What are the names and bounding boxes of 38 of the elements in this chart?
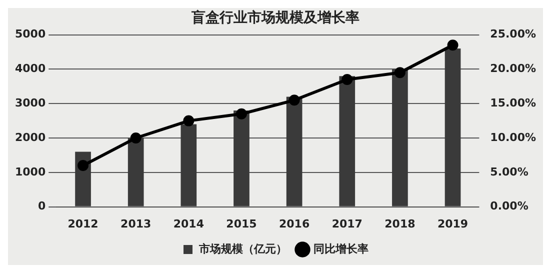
- point: [447, 40, 458, 51]
- y-tick-label: 2000: [14, 130, 46, 144]
- x-tick-label: 2019: [437, 217, 468, 230]
- y2-tick-label: 15.00%: [490, 96, 536, 110]
- legend-label: 市场规模（亿元）: [198, 242, 287, 256]
- x-tick-label: 2014: [173, 217, 204, 230]
- legend-label: 同比增长率: [314, 242, 368, 256]
- y2-tick-label: 25.00%: [490, 28, 536, 41]
- y-tick-label: 0: [38, 200, 46, 213]
- bar: [286, 96, 302, 206]
- point: [183, 115, 194, 126]
- bar: [180, 124, 197, 206]
- y2-tick-label: 10.00%: [490, 130, 536, 144]
- chart-title: 盲盒行业市场规模及增长率: [190, 9, 360, 26]
- point: [236, 108, 247, 120]
- x-tick-label: 2015: [226, 217, 257, 230]
- y2-tick-label: 20.00%: [490, 62, 536, 76]
- point: [130, 132, 142, 144]
- point: [78, 160, 89, 172]
- x-tick-label: 2012: [68, 217, 98, 230]
- bar: [444, 48, 461, 206]
- y-tick-label: 3000: [14, 96, 46, 110]
- bar: [234, 110, 250, 206]
- y-tick-label: 1000: [14, 165, 46, 178]
- x-tick-label: 2013: [120, 217, 152, 230]
- x-tick-label: 2018: [384, 217, 416, 230]
- y-tick-label: 4000: [14, 62, 46, 76]
- point: [342, 74, 353, 86]
- point: [288, 94, 300, 106]
- x-tick-label: 2017: [332, 217, 362, 230]
- y-tick-label: 5000: [14, 28, 46, 41]
- y2-tick-label: 0.00%: [490, 200, 528, 213]
- x-tick-label: 2016: [279, 217, 310, 230]
- bar: [392, 69, 408, 206]
- point: [394, 67, 406, 78]
- y2-tick-label: 5.00%: [490, 165, 528, 178]
- bar: [128, 138, 144, 206]
- bar: [339, 76, 356, 206]
